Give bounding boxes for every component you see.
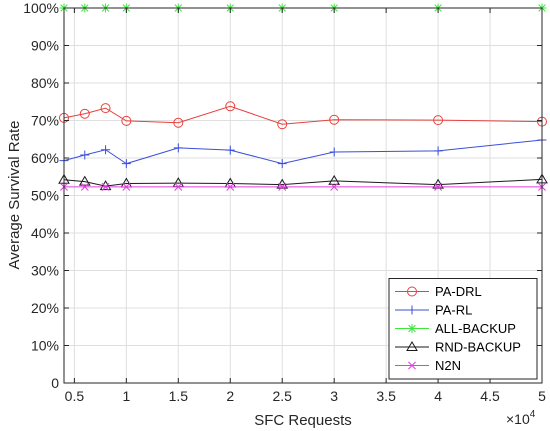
data-point-plus: [101, 145, 111, 155]
x-tick-label: 5: [538, 388, 546, 404]
x-tick-label: 1: [122, 388, 130, 404]
data-point-circle: [329, 114, 340, 125]
data-point-circle: [433, 115, 444, 126]
x-tick-label: 4.5: [480, 388, 500, 404]
legend-label: PA-RL: [435, 303, 472, 318]
data-point-plus: [80, 150, 90, 160]
y-tick-label: 30%: [31, 263, 59, 279]
x-exponent-base: ×10: [506, 411, 530, 427]
legend-item: N2N: [395, 358, 461, 373]
legend-item: PA-RL: [395, 303, 472, 318]
legend-item: PA-DRL: [395, 284, 482, 299]
legend: PA-DRL PA-RL ALL-BACKUP RND-BACKUP N2N: [388, 278, 538, 380]
x-exponent-power: 4: [530, 409, 536, 420]
x-tick-label: 1.5: [169, 388, 189, 404]
x-tick-label: 2.5: [272, 388, 292, 404]
data-point-plus: [225, 145, 235, 155]
legend-label: ALL-BACKUP: [435, 321, 516, 336]
data-point-plus: [407, 305, 417, 315]
data-point-x: [278, 182, 287, 191]
series-line: [63, 105, 543, 125]
series-line: [63, 139, 543, 165]
data-point-plus: [329, 147, 339, 157]
y-axis-label: Average Survival Rate: [6, 121, 23, 270]
x-tick-label: 3.5: [376, 388, 396, 404]
data-point-circle: [225, 101, 236, 112]
series-n2n: [60, 182, 546, 191]
y-tick-label: 80%: [31, 75, 59, 91]
x-tick-label: 0.5: [65, 388, 85, 404]
legend-item: RND-BACKUP: [395, 340, 521, 355]
data-point-x: [226, 182, 235, 191]
data-point-x: [174, 182, 183, 191]
data-point-plus: [277, 159, 287, 169]
y-tick-label: 90%: [31, 38, 59, 54]
data-point-plus: [433, 146, 443, 156]
y-tick-label: 50%: [31, 188, 59, 204]
x-axis-exponent: ×104: [506, 409, 536, 427]
data-point-circle: [407, 286, 417, 297]
legend-label: PA-DRL: [435, 284, 482, 299]
x-tick-label: 3: [330, 388, 338, 404]
legend-label: RND-BACKUP: [435, 340, 521, 355]
y-tick-label: 40%: [31, 225, 59, 241]
data-point-plus: [173, 143, 183, 153]
data-point-x: [80, 182, 89, 191]
legend-item: ALL-BACKUP: [395, 321, 516, 336]
data-point-triangle: [328, 174, 341, 185]
data-point-x: [434, 182, 443, 191]
y-tick-label: 100%: [23, 0, 59, 16]
x-tick-label: 2: [226, 388, 234, 404]
data-point-circle: [277, 119, 288, 130]
legend-label: N2N: [435, 358, 461, 373]
x-tick-label: 4: [434, 388, 442, 404]
data-point-asterisk: [407, 324, 417, 333]
axes: 0 10% 20% 30% 40% 50% 60% 70% 80% 90% 100% 0.5 1 1.5 2…: [23, 0, 546, 404]
data-point-circle: [173, 117, 184, 128]
y-tick-label: 70%: [31, 113, 59, 129]
data-point-circle: [79, 108, 90, 119]
series-line: [63, 178, 543, 187]
data-point-x: [408, 361, 416, 370]
y-tick-label: 60%: [31, 150, 59, 166]
y-tick-label: 10%: [31, 338, 59, 354]
data-point-circle: [121, 115, 132, 126]
data-point-plus: [121, 159, 131, 169]
data-point-x: [330, 182, 339, 191]
data-point-x: [122, 182, 131, 191]
data-point-circle: [100, 103, 111, 114]
y-tick-label: 0: [51, 375, 59, 391]
data-point-triangle: [78, 175, 91, 186]
y-tick-label: 20%: [31, 300, 59, 316]
data-point-triangle: [406, 341, 418, 351]
x-axis-label: SFC Requests: [254, 412, 352, 429]
data-point-x: [101, 182, 110, 191]
data-point-triangle: [99, 180, 112, 191]
